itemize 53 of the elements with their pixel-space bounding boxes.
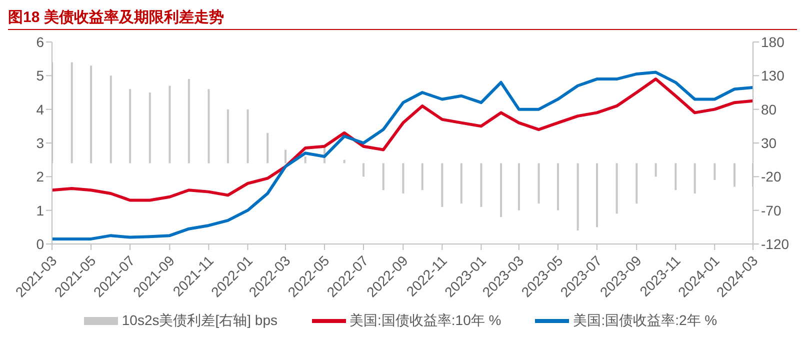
bar: [304, 156, 306, 164]
y-tick-label: 6: [36, 34, 44, 50]
bar: [208, 89, 210, 164]
bar: [538, 163, 540, 204]
y2-tick-label: 30: [761, 134, 777, 151]
bar: [518, 163, 520, 210]
bar: [636, 163, 638, 204]
bar: [556, 163, 559, 210]
bar: [674, 163, 677, 190]
y-tick-label: 4: [36, 101, 44, 118]
bar: [382, 163, 384, 190]
y2-tick-label: 130: [761, 68, 785, 84]
y2-tick-label: -120: [761, 236, 790, 252]
legend-label: 10s2s美债利差[右轴] bps: [122, 312, 278, 330]
y-tick-label: 3: [36, 134, 44, 151]
bar: [500, 163, 502, 218]
legend-label: 美国:国债收益率:10年 %: [350, 312, 502, 330]
bar: [402, 163, 404, 194]
bar: [421, 163, 424, 190]
bar: [168, 86, 171, 164]
bar: [110, 76, 112, 164]
y-tick-label: 2: [36, 168, 44, 185]
bar: [714, 163, 716, 180]
y2-tick-label: 180: [761, 34, 785, 50]
bar: [188, 79, 190, 164]
legend-label: 美国:国债收益率:2年 %: [573, 312, 718, 330]
line-series: [52, 70, 753, 240]
bar: [129, 89, 132, 164]
bar: [654, 163, 657, 177]
y2-tick-label: 80: [761, 101, 777, 118]
bar: [70, 62, 73, 164]
y2-tick-label: -20: [761, 168, 782, 185]
y2-tick-label: -70: [761, 202, 782, 218]
bar: [284, 150, 286, 164]
chart-title: 图18 美债收益率及期限利差走势: [8, 8, 797, 30]
bar: [460, 163, 462, 204]
bar: [441, 163, 444, 207]
bar: [246, 109, 249, 164]
y-tick-label: 0: [36, 236, 44, 252]
bar: [733, 163, 736, 187]
bar: [226, 109, 229, 164]
bar: [362, 163, 365, 177]
y-tick-label: 1: [36, 202, 44, 218]
y-tick-label: 5: [36, 68, 44, 84]
bar: [480, 163, 482, 207]
bar: [596, 163, 598, 228]
line-series: [52, 78, 753, 202]
bar: [576, 163, 579, 231]
bar: [694, 163, 696, 194]
bar: [616, 163, 618, 214]
bar: [148, 92, 151, 164]
bar: [90, 66, 92, 164]
bar: [266, 132, 269, 164]
